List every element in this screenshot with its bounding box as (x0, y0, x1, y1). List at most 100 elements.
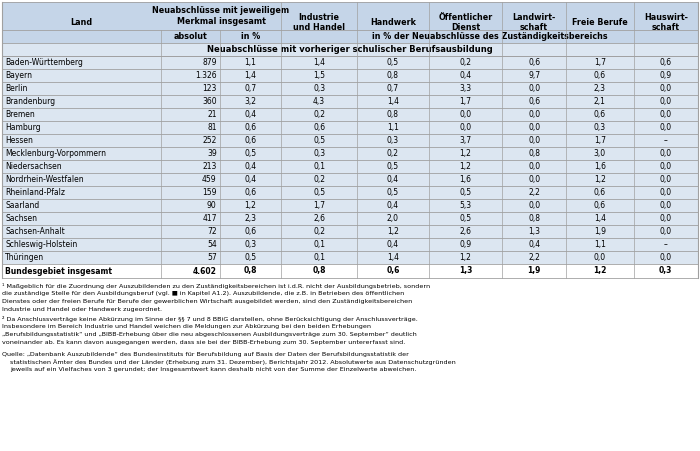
Text: Baden-Württemberg: Baden-Württemberg (5, 58, 83, 67)
Text: voneinander ab. Es kann davon ausgegangen werden, dass sie bei der BIBB-Erhebung: voneinander ab. Es kann davon ausgegange… (2, 340, 405, 345)
Text: ¹ Maßgeblich für die Zuordnung der Auszubildenden zu den Zuständigkeitsbereichen: ¹ Maßgeblich für die Zuordnung der Auszu… (2, 283, 430, 289)
Bar (2, 108, 698, 121)
Text: 0,5: 0,5 (387, 188, 399, 197)
Text: 1,6: 1,6 (594, 162, 606, 171)
Text: 4,3: 4,3 (313, 97, 326, 106)
Text: 0,9: 0,9 (459, 240, 472, 249)
Bar (2, 134, 698, 147)
Text: 0,7: 0,7 (244, 84, 257, 93)
Text: 0,6: 0,6 (244, 123, 257, 132)
Text: 0,6: 0,6 (313, 123, 326, 132)
Text: 5,3: 5,3 (459, 201, 472, 210)
Text: Freie Berufe: Freie Berufe (572, 18, 628, 27)
Text: Nordrhein-Westfalen: Nordrhein-Westfalen (5, 175, 83, 184)
Bar (2, 225, 698, 238)
Text: ² Da Anschlussverträge keine Abkürzung im Sinne der §§ 7 und 8 BBiG darstellen, : ² Da Anschlussverträge keine Abkürzung i… (2, 316, 418, 322)
Text: Thüringen: Thüringen (5, 253, 44, 262)
Bar (634, 2, 698, 43)
Bar (2, 56, 698, 69)
Text: 1,7: 1,7 (313, 201, 325, 210)
Text: Öffentlicher
Dienst: Öffentlicher Dienst (438, 13, 493, 32)
Bar (502, 2, 566, 43)
Text: 81: 81 (207, 123, 217, 132)
Bar (2, 2, 160, 43)
Text: 1,9: 1,9 (594, 227, 606, 236)
Text: 1,7: 1,7 (460, 97, 472, 106)
Bar (2, 147, 698, 160)
Text: 0,2: 0,2 (313, 227, 325, 236)
Text: 0,0: 0,0 (659, 84, 672, 93)
Text: 0,0: 0,0 (528, 123, 540, 132)
Text: 0,6: 0,6 (594, 110, 606, 119)
Text: 1,3: 1,3 (528, 227, 540, 236)
Text: 1,7: 1,7 (594, 136, 606, 145)
Text: 0,8: 0,8 (244, 267, 258, 276)
Text: 9,7: 9,7 (528, 71, 540, 80)
Text: 0,6: 0,6 (594, 188, 606, 197)
Text: Bayern: Bayern (5, 71, 32, 80)
Text: 0,0: 0,0 (528, 136, 540, 145)
Text: 1,9: 1,9 (527, 267, 541, 276)
Text: 0,2: 0,2 (313, 110, 325, 119)
Text: Sachsen-Anhalt: Sachsen-Anhalt (5, 227, 64, 236)
Text: 0,2: 0,2 (387, 149, 399, 158)
Bar (2, 238, 698, 251)
Text: 3,0: 3,0 (594, 149, 606, 158)
Text: 0,4: 0,4 (387, 201, 399, 210)
Bar (160, 2, 281, 30)
Text: 0,2: 0,2 (460, 58, 472, 67)
Text: 0,4: 0,4 (244, 175, 257, 184)
Bar (2, 173, 698, 186)
Text: jeweils auf ein Vielfaches von 3 gerundet; der Insgesamtwert kann deshalb nicht : jeweils auf ein Vielfaches von 3 gerunde… (10, 368, 416, 373)
Text: 252: 252 (202, 136, 217, 145)
Text: 0,0: 0,0 (528, 175, 540, 184)
Text: 54: 54 (207, 240, 217, 249)
Text: 459: 459 (202, 175, 217, 184)
Text: 0,0: 0,0 (659, 97, 672, 106)
Text: Rheinland-Pfalz: Rheinland-Pfalz (5, 188, 65, 197)
Text: 1,4: 1,4 (313, 58, 325, 67)
Text: 0,6: 0,6 (244, 188, 257, 197)
Text: 1,1: 1,1 (244, 58, 256, 67)
Text: Saarland: Saarland (5, 201, 39, 210)
Text: Hamburg: Hamburg (5, 123, 41, 132)
Text: 0,6: 0,6 (594, 71, 606, 80)
Text: statistischen Ämter des Bundes und der Länder (Erhebung zum 31. Dezember), Beric: statistischen Ämter des Bundes und der L… (10, 359, 456, 365)
Text: 2,2: 2,2 (528, 188, 540, 197)
Text: 1,1: 1,1 (594, 240, 606, 249)
Text: 3,7: 3,7 (459, 136, 472, 145)
Text: 0,5: 0,5 (387, 58, 399, 67)
Text: 0,0: 0,0 (659, 149, 672, 158)
Text: 0,4: 0,4 (244, 110, 257, 119)
Text: 0,4: 0,4 (528, 240, 540, 249)
Text: 0,0: 0,0 (659, 214, 672, 223)
Text: Brandenburg: Brandenburg (5, 97, 55, 106)
Text: 0,0: 0,0 (528, 201, 540, 210)
Text: 123: 123 (202, 84, 217, 93)
Bar (357, 2, 429, 43)
Text: 0,0: 0,0 (594, 253, 606, 262)
Text: 57: 57 (207, 253, 217, 262)
Text: 1,4: 1,4 (594, 214, 606, 223)
Bar (220, 30, 281, 43)
Text: Industrie und Handel oder Handwerk zugeordnet.: Industrie und Handel oder Handwerk zugeo… (2, 307, 162, 312)
Text: Mecklenburg-Vorpommern: Mecklenburg-Vorpommern (5, 149, 106, 158)
Text: 0,0: 0,0 (528, 110, 540, 119)
Bar (281, 2, 357, 43)
Text: 1,2: 1,2 (244, 201, 256, 210)
Text: 0,5: 0,5 (313, 136, 326, 145)
Text: 1,4: 1,4 (244, 71, 257, 80)
Text: 0,3: 0,3 (594, 123, 606, 132)
Text: „Berufsbildungsstatistik“ und „BIBB-Erhebung über die neu abgeschlossenen Ausbil: „Berufsbildungsstatistik“ und „BIBB-Erhe… (2, 332, 416, 337)
Text: Land: Land (70, 18, 92, 27)
Text: 0,6: 0,6 (528, 58, 540, 67)
Text: 0,0: 0,0 (659, 201, 672, 210)
Text: 0,9: 0,9 (659, 71, 672, 80)
Bar (2, 199, 698, 212)
Bar (160, 30, 220, 43)
Text: 2,3: 2,3 (594, 84, 606, 93)
Text: 1.326: 1.326 (195, 71, 217, 80)
Bar (2, 251, 698, 264)
Text: 0,2: 0,2 (313, 175, 325, 184)
Text: 90: 90 (207, 201, 217, 210)
